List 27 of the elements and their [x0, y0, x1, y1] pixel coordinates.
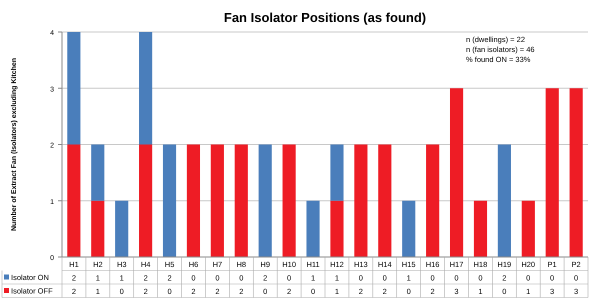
bar [330, 144, 344, 201]
bar [162, 144, 176, 257]
bar [258, 144, 272, 257]
bar [474, 200, 488, 257]
bar [450, 88, 464, 257]
bar [330, 200, 344, 257]
bar [91, 144, 104, 201]
bar [354, 144, 368, 257]
bar [522, 200, 535, 257]
bar [546, 88, 559, 257]
bar [210, 144, 224, 257]
bar [139, 32, 152, 144]
bar [498, 144, 511, 257]
bar [282, 144, 296, 257]
bar [186, 144, 200, 257]
chart-title: Fan Isolator Positions (as found) [224, 10, 426, 25]
bar [115, 200, 128, 257]
bar [91, 200, 104, 257]
bar [378, 144, 392, 257]
bar [139, 144, 152, 257]
bar [234, 144, 248, 257]
bar [306, 200, 320, 257]
bar [426, 144, 440, 257]
bar [67, 32, 80, 144]
bar [402, 200, 416, 257]
bar [67, 144, 80, 257]
bar [570, 88, 583, 257]
